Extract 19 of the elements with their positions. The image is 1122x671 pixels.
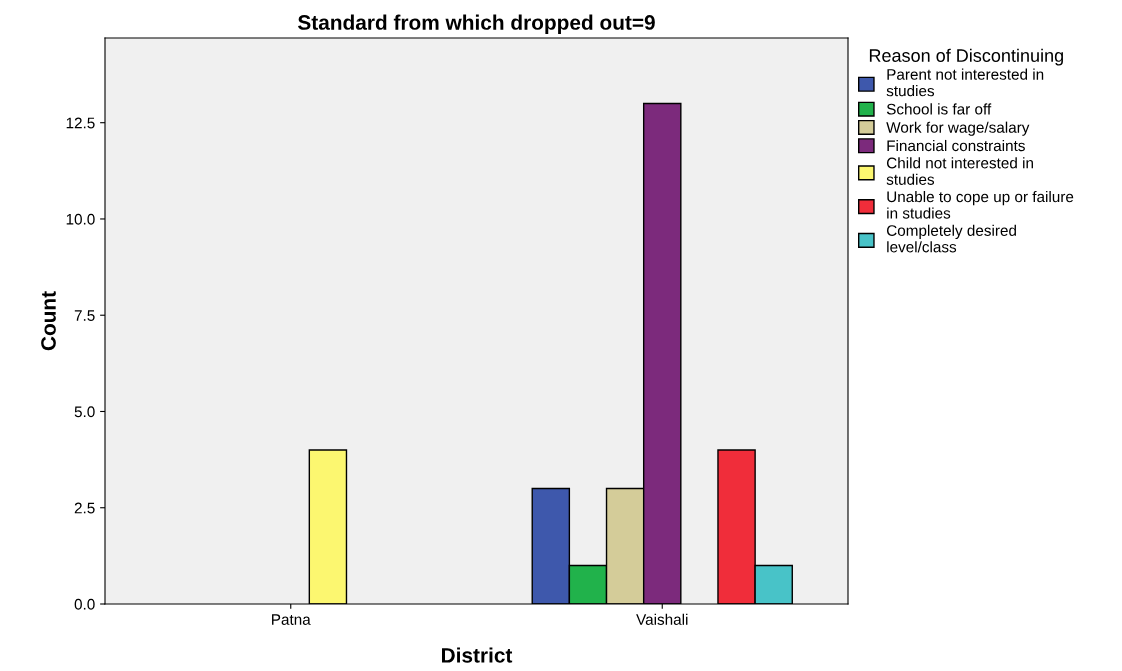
legend-title: Reason of Discontinuing — [869, 48, 1063, 66]
legend-label: School is far off — [886, 103, 992, 115]
legend-label: Child not interested in studies — [886, 157, 1033, 185]
y-tick-label: 7.5 — [74, 310, 95, 321]
y-tick-label: 10.0 — [66, 213, 95, 225]
x-tick-label: Patna — [272, 614, 311, 625]
y-tick-label: 0.0 — [74, 598, 95, 610]
y-tick-label: 5.0 — [74, 406, 95, 418]
legend-label: Completely desired level/class — [886, 224, 1016, 253]
y-axis-title: Count — [41, 291, 56, 351]
y-tick-label: 12.5 — [66, 117, 95, 129]
legend-label: Work for wage/salary — [886, 121, 1030, 136]
x-axis-title: District — [442, 647, 513, 663]
y-tick-label: 2.5 — [74, 502, 95, 514]
legend-label: Financial constraints — [887, 139, 1025, 152]
legend-label: Unable to cope up or failure in studies — [887, 190, 1074, 219]
legend-label: Parent not interested in studies — [886, 68, 1044, 97]
x-tick-label: Vaishali — [636, 613, 688, 625]
chart-title: Standard from which dropped out=9 — [297, 14, 655, 34]
